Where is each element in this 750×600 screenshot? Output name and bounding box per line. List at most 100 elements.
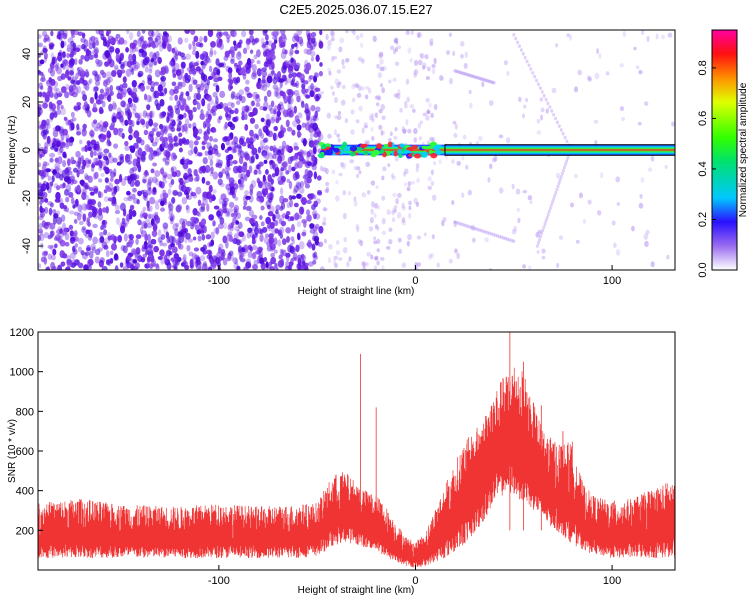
- spectrogram-cell: [82, 123, 87, 132]
- spectrogram-cell: [137, 112, 143, 120]
- spectrogram-cell: [456, 69, 460, 74]
- spectrogram-cell: [143, 222, 148, 229]
- spectrogram-cell: [473, 226, 477, 231]
- spectrogram-cell: [251, 134, 257, 143]
- spectrogram-cell: [285, 170, 290, 175]
- spectrogram-cell: [298, 36, 304, 45]
- spectrogram-cell: [377, 72, 383, 79]
- spectrogram-cell: [43, 146, 48, 155]
- spectrogram-cell: [303, 150, 307, 155]
- spectrogram-cell: [296, 160, 303, 169]
- spectrogram-cell: [419, 52, 425, 60]
- spectrogram-cell: [262, 50, 268, 57]
- spectrogram-cell: [327, 68, 332, 72]
- spectrogram-cell: [560, 171, 564, 176]
- spectrogram-cell: [302, 260, 306, 265]
- spectrogram-cell: [318, 225, 324, 234]
- spectrogram-cell: [254, 123, 259, 130]
- spectrogram-cell: [462, 134, 467, 140]
- spectrogram-cell: [262, 151, 267, 159]
- spectrogram-cell: [184, 30, 191, 34]
- spectrogram-cell: [293, 42, 298, 47]
- spectrogram-cell: [403, 168, 409, 175]
- spectrogram-cell: [273, 91, 279, 98]
- spectrogram-cell: [295, 244, 300, 252]
- spectrogram-cell: [533, 74, 537, 79]
- spectrogram-cell: [201, 98, 206, 107]
- spectrogram-cell: [536, 130, 542, 135]
- spectrogram-cell: [128, 53, 133, 62]
- spectrogram-cell: [39, 71, 44, 76]
- spectrogram-cell: [53, 91, 59, 100]
- spectrogram-cell: [234, 142, 239, 149]
- spectrogram-cell: [347, 191, 352, 196]
- spectrogram-cell: [38, 120, 41, 129]
- spectrogram-cell: [366, 190, 371, 195]
- spectrogram-cell: [86, 265, 92, 270]
- spectrogram-cell: [167, 43, 172, 52]
- spectrogram-cell: [540, 90, 544, 94]
- spectrogram-cell: [261, 150, 268, 157]
- spectrogram-cell: [94, 171, 99, 180]
- spectrogram-cell: [163, 173, 168, 179]
- spectrogram-cell: [163, 136, 169, 143]
- spectrogram-cell: [182, 139, 187, 146]
- spectrogram-cell: [68, 70, 75, 76]
- spectrogram-cell: [159, 192, 166, 200]
- spectrogram-cell: [244, 124, 249, 131]
- spectrogram-cell: [118, 173, 123, 183]
- spectrogram-cell: [206, 78, 210, 86]
- spectrogram-cell: [246, 38, 250, 43]
- spectrogram-cell: [536, 118, 541, 124]
- spectrogram-cell: [131, 45, 137, 53]
- spectrogram-cell: [279, 187, 284, 195]
- spectrogram-cell: [172, 154, 178, 160]
- spectrogram-cell: [131, 193, 136, 200]
- spectrogram-cell: [60, 86, 67, 93]
- spectrogram-cell: [370, 208, 374, 215]
- spectrogram-cell: [265, 261, 269, 269]
- spectrogram-cell: [304, 122, 311, 131]
- spectrogram-cell: [163, 87, 168, 95]
- spectrogram-y-tick-label: 40: [21, 48, 33, 60]
- spectrogram-cell: [227, 146, 232, 151]
- spectrogram-cell: [135, 150, 140, 158]
- spectrogram-cell: [430, 169, 434, 176]
- spectrogram-cell: [125, 69, 132, 77]
- spectrogram-cell: [181, 98, 187, 106]
- spectrogram-cell: [200, 218, 207, 226]
- spectrogram-cell: [360, 86, 365, 91]
- spectrogram-cell: [48, 181, 53, 189]
- spectrogram-cell: [314, 87, 321, 92]
- spectrogram-cell: [147, 178, 152, 187]
- spectrogram-cell: [81, 203, 88, 211]
- spectrogram-cell: [297, 130, 301, 138]
- spectrogram-cell: [293, 89, 300, 96]
- spectrogram-cell: [152, 187, 157, 193]
- spectrogram-cell: [364, 124, 368, 129]
- spectrogram-cell: [119, 202, 126, 212]
- spectrogram-cell: [217, 76, 223, 81]
- spectrogram-cell: [410, 30, 414, 36]
- spectrogram-cell: [103, 155, 109, 161]
- spectrogram-cell: [66, 43, 72, 52]
- spectrogram-cell: [88, 78, 93, 83]
- spectrogram-cell: [162, 31, 168, 36]
- spectrogram-cell: [430, 181, 434, 187]
- spectrogram-cell: [274, 89, 279, 97]
- spectrogram-cell: [438, 159, 442, 164]
- spectrogram-cell: [117, 73, 122, 78]
- spectrogram-cell: [594, 72, 600, 80]
- spectrogram-cell: [252, 91, 259, 100]
- spectrogram-cell: [271, 31, 275, 37]
- spectrogram-cell: [619, 106, 624, 112]
- spectrogram-cell: [43, 251, 49, 256]
- spectrogram-cell: [575, 239, 580, 244]
- spectrogram-cell: [558, 178, 562, 182]
- spectrogram-cell: [49, 230, 54, 239]
- spectrogram-cell: [453, 69, 457, 73]
- spectrogram-cell: [399, 108, 403, 113]
- spectrogram-cell: [340, 99, 346, 106]
- spectrogram-cell: [320, 266, 325, 270]
- spectrogram-cell: [151, 230, 158, 238]
